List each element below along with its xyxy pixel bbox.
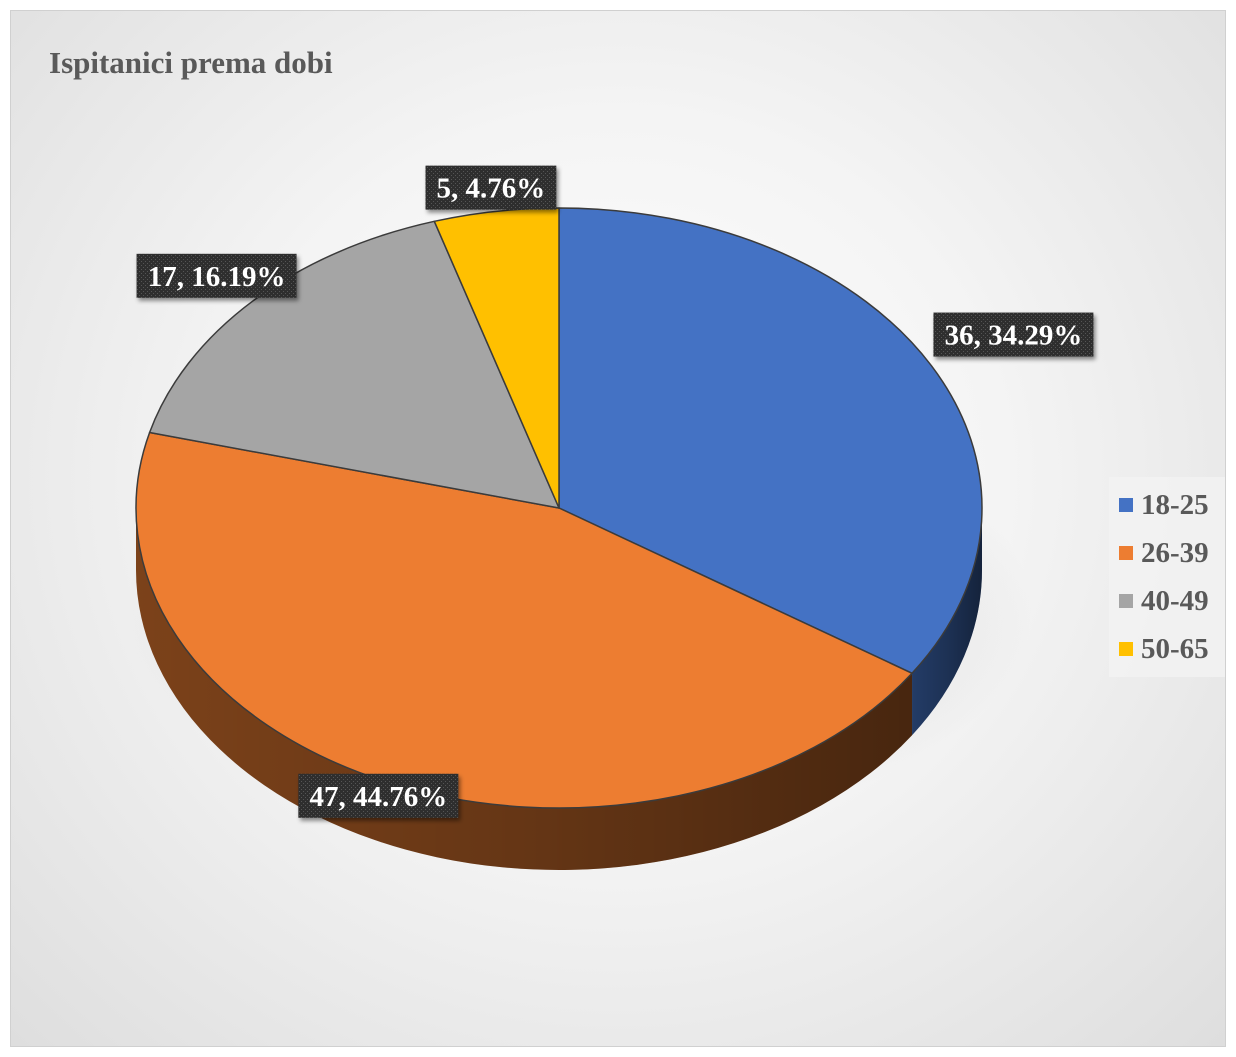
legend-label: 18-25	[1141, 488, 1209, 521]
data-label-text: 47, 44.76%	[309, 781, 447, 813]
data-label-box	[298, 773, 459, 818]
legend-item-18-25[interactable]: 18-25	[1119, 481, 1225, 529]
legend-item-50-65[interactable]: 50-65	[1119, 625, 1225, 673]
data-label-26-39: 47, 44.76%	[298, 773, 459, 818]
legend-swatch	[1119, 594, 1133, 608]
data-label-text: 36, 34.29%	[945, 320, 1083, 352]
legend-label: 26-39	[1141, 536, 1209, 569]
chart-title: Ispitanici prema dobi	[49, 45, 333, 80]
chart-area: Ispitanici prema dobi 36, 34.2	[10, 10, 1226, 1047]
legend-swatch	[1119, 498, 1133, 512]
legend-item-26-39[interactable]: 26-39	[1119, 529, 1225, 577]
legend: 18-25 26-39 40-49 50-65	[1109, 477, 1225, 677]
data-label-text: 17, 16.19%	[148, 261, 286, 293]
data-label-40-49: 17, 16.19%	[136, 253, 297, 298]
pie-slice-50-65[interactable]	[433, 207, 560, 509]
legend-label: 50-65	[1141, 632, 1209, 665]
pie-slice-40-49[interactable]	[148, 220, 560, 509]
data-label-text: 5, 4.76%	[437, 173, 546, 205]
legend-item-40-49[interactable]: 40-49	[1119, 577, 1225, 625]
data-label-50-65: 5, 4.76%	[425, 165, 557, 210]
pie-side-shade-18-25	[912, 508, 982, 736]
data-label-box	[933, 312, 1094, 357]
data-label-box	[425, 165, 557, 210]
legend-swatch	[1119, 546, 1133, 560]
legend-swatch	[1119, 642, 1133, 656]
legend-label: 40-49	[1141, 584, 1209, 617]
data-label-18-25: 36, 34.29%	[933, 312, 1094, 357]
pie-chart: 36, 34.29% 47, 44.76% 17, 16.19% 5, 4.76%	[126, 165, 1094, 870]
data-label-box	[136, 253, 297, 298]
